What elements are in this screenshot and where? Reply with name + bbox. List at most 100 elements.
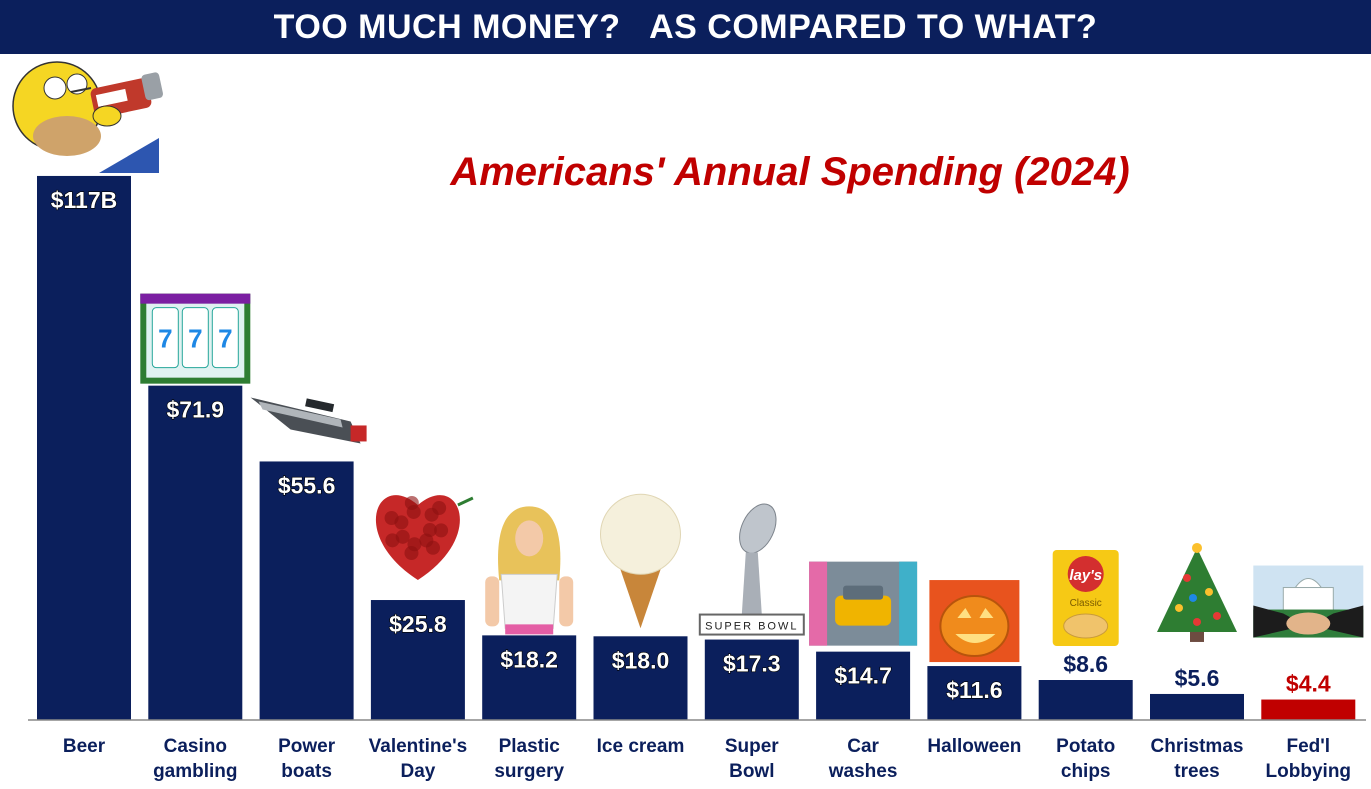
ice-cream-cone-icon [600,493,681,629]
stem [741,552,762,615]
sleeve [1253,605,1306,638]
chip [1063,613,1109,639]
data-label: $25.8 [389,611,447,637]
tick-label: trees [1174,761,1219,782]
skirt [505,624,554,635]
rose [385,533,400,548]
data-label: $18.2 [500,646,558,672]
eye [43,76,67,100]
rose [404,495,419,510]
beard [33,116,101,156]
bar [593,636,688,720]
deck [258,401,343,428]
doll-icon [485,506,574,635]
homer-simpson-beer-icon [0,58,164,173]
tick-label: surgery [494,761,564,782]
data-label: $117B [51,187,118,213]
chart-title: Americans' Annual Spending (2024) [450,150,1130,194]
ornament [1175,603,1183,612]
brow [70,87,92,93]
reel [181,307,209,369]
shirt [500,573,558,629]
car-wash-icon [809,561,918,646]
tick-label: Power [278,736,336,757]
title-banner: TOO MUCH MONEY? AS COMPARED TO WHAT? [0,0,1371,54]
rose [432,501,447,516]
tick-label: Super [725,736,779,757]
machine-top [140,293,251,304]
shirt [99,138,159,173]
arm [559,576,574,627]
bar [1038,680,1133,720]
tick-label: Bowl [729,761,774,782]
tick-label: Ice cream [597,736,685,757]
tick-label: Beer [63,736,106,757]
bar [816,651,911,720]
tick-label: chips [1061,761,1111,782]
trunk [1190,631,1204,642]
bar [259,461,354,720]
power-boat-icon [250,397,367,444]
car-window [843,585,884,600]
ornament [1193,617,1201,626]
mouth [955,634,996,644]
eye [979,608,994,619]
bar [704,639,799,720]
sleeve [1311,605,1364,638]
can-label [95,88,128,107]
bar [370,600,465,720]
car-body [835,595,892,626]
reel [151,307,179,369]
scoop [600,493,681,575]
tick-label: washes [828,761,898,782]
base [698,613,805,636]
ornament [1183,573,1191,582]
brush [809,561,828,646]
data-label: $11.6 [946,677,1002,703]
super-bowl-trophy-icon: SUPER BOWL [698,503,805,636]
rose [434,523,449,538]
data-label: $8.6 [1063,651,1108,677]
arm [485,576,500,627]
handshake [1286,612,1331,635]
bar [148,385,243,720]
capitol-handshake-icon [1253,565,1364,638]
pumpkin [939,595,1010,658]
reel-seven: 7 [218,324,232,354]
rose-heart-icon [375,495,474,581]
hand [92,105,122,127]
logo-circle [1067,556,1104,593]
data-label: $17.3 [723,651,781,677]
christmas-tree-icon [1157,542,1237,642]
trophy-text: SUPER BOWL [705,621,798,633]
tick-label: Fed'l [1287,736,1331,757]
tick-label: Halloween [927,736,1021,757]
brand-text: lay's [1069,567,1102,584]
football [739,503,777,554]
rose [404,546,419,561]
tower [305,398,335,413]
tick-label: boats [281,761,332,782]
ornament [1213,611,1221,620]
brush [899,561,918,646]
tick-label: Potato [1056,736,1115,757]
engine [350,425,367,442]
rose [384,510,399,525]
tick-label: Day [400,761,435,782]
star [1192,542,1202,553]
stem [457,496,474,507]
data-label: $4.4 [1286,671,1331,697]
capitol [1282,587,1334,613]
tick-label: Lobbying [1266,761,1351,782]
bar [1150,693,1244,720]
eye [957,608,972,619]
tick-label: Car [847,736,879,757]
potato-chips-bag-icon: lay's Classic [1052,550,1119,647]
bar [37,175,131,720]
banner-title: TOO MUCH MONEY? AS COMPARED TO WHAT? [273,7,1098,46]
jack-o-lantern-icon [929,580,1020,663]
flavor-text: Classic [1070,598,1102,609]
data-label: $5.6 [1175,665,1220,691]
